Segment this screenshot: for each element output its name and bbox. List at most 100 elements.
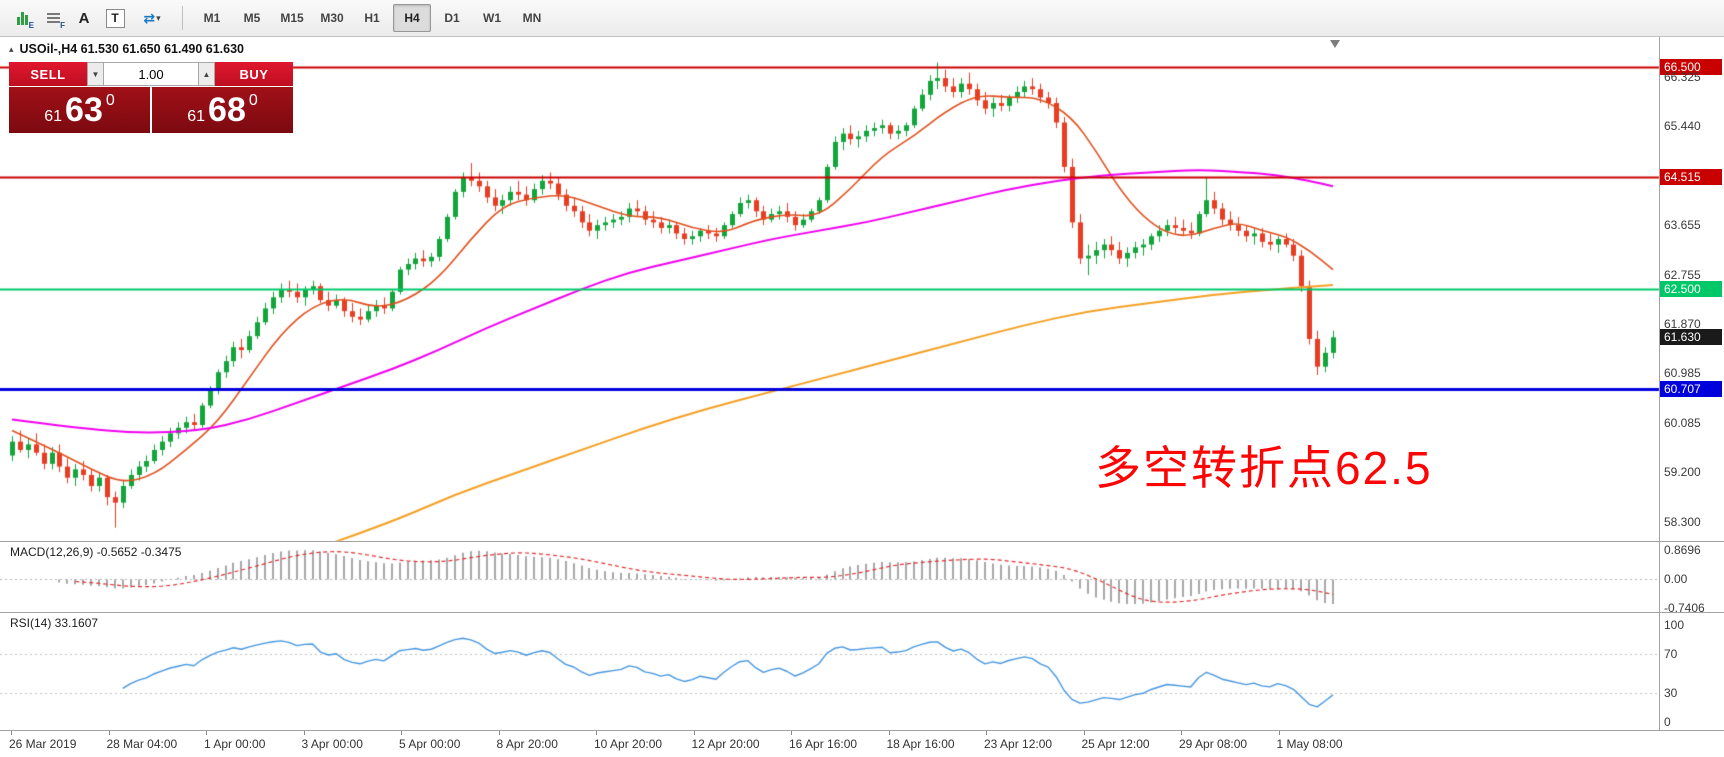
timeframe-w1[interactable]: W1 [483, 11, 501, 25]
rsi-label: RSI(14) 33.1607 [10, 616, 99, 630]
price-axis-separator [1659, 37, 1660, 730]
price-badge-61.630: 61.630 [1660, 329, 1722, 346]
timeframe-mn[interactable]: MN [522, 11, 542, 25]
timeframe-d1[interactable]: D1 [444, 11, 460, 25]
axis-separator [0, 730, 1724, 731]
text-label-tool[interactable]: A [70, 5, 98, 31]
time-tick [1083, 731, 1085, 735]
ask-pip-digit: 0 [248, 92, 258, 109]
buy-button[interactable]: BUY [215, 62, 293, 86]
toolbar-separator [182, 6, 183, 30]
time-tick [206, 731, 207, 735]
chevron-down-icon: ▾ [156, 12, 161, 23]
time-label: 1 Apr 00:00 [204, 737, 266, 751]
time-tick [498, 731, 500, 735]
icon-badge: F [60, 21, 65, 30]
template-list-icon[interactable]: F [39, 5, 67, 31]
one-click-toggle-icon[interactable]: ▴ [9, 43, 14, 54]
time-tick [888, 731, 890, 735]
time-tick [693, 731, 695, 735]
time-tick [303, 731, 305, 735]
list-icon [46, 13, 60, 23]
time-tick [1278, 731, 1280, 735]
time-label: 1 May 08:00 [1276, 737, 1343, 751]
indicators-chart-icon[interactable]: E [8, 5, 36, 31]
time-label: 18 Apr 16:00 [886, 737, 955, 751]
time-tick [11, 731, 12, 735]
time-label: 16 Apr 16:00 [789, 737, 858, 751]
price-label: 65.440 [1664, 118, 1701, 133]
ask-big-digits: 68 [208, 91, 246, 129]
rsi-scale-label: 100 [1664, 618, 1685, 632]
macd-label: MACD(12,26,9) -0.5652 -0.3475 [10, 545, 182, 559]
one-click-trade-panel: SELL ▼ 1.00 ▲ BUY 61 63 0 61 68 0 [9, 62, 293, 133]
macd-scale-label: 0.00 [1664, 572, 1688, 587]
volume-down-button[interactable]: ▼ [87, 62, 104, 86]
text-tool-icon: A [78, 9, 90, 27]
ask-price-panel[interactable]: 61 68 0 [152, 87, 293, 133]
timeframe-m30[interactable]: M30 [320, 11, 344, 25]
volume-input[interactable]: 1.00 [104, 62, 198, 86]
timeframe-m5[interactable]: M5 [243, 11, 261, 25]
bid-pip-digit: 0 [105, 92, 115, 109]
bid-big-digits: 63 [65, 91, 103, 129]
icon-badge: E [28, 21, 34, 30]
chart-annotation: 多空转折点62.5 [1095, 442, 1433, 494]
price-label: 59.200 [1664, 465, 1701, 480]
timeframe-m1[interactable]: M1 [203, 11, 221, 25]
arrows-icon: ⇄ [143, 9, 156, 26]
price-label: 58.300 [1664, 515, 1701, 530]
rsi-scale-label: 70 [1664, 647, 1678, 662]
pane-separator[interactable] [0, 541, 1724, 542]
timeframe-group: M1 M5 M15 M30 H1 H4 D1 W1 MN [193, 4, 551, 32]
macd-scale-label: 0.8696 [1664, 543, 1701, 557]
time-label: 29 Apr 08:00 [1179, 737, 1248, 751]
rsi-scale-label: 30 [1664, 685, 1678, 700]
price-label: 60.985 [1664, 366, 1701, 381]
time-label: 25 Apr 12:00 [1081, 737, 1150, 751]
price-badge-64.515: 64.515 [1660, 169, 1722, 186]
chart-shift-marker-icon[interactable] [1330, 40, 1340, 48]
time-label: 28 Mar 04:00 [106, 737, 178, 751]
pane-separator[interactable] [0, 612, 1724, 613]
bid-prefix: 61 [44, 108, 63, 125]
time-label: 23 Apr 12:00 [984, 737, 1053, 751]
arrows-tool[interactable]: ⇄ ▾ [132, 5, 172, 31]
volume-up-button[interactable]: ▲ [198, 62, 215, 86]
time-label: 8 Apr 20:00 [496, 737, 558, 751]
time-label: 12 Apr 20:00 [691, 737, 760, 751]
price-label: 61.870 [1664, 316, 1701, 331]
time-label: 5 Apr 00:00 [399, 737, 461, 751]
time-label: 10 Apr 20:00 [594, 737, 663, 751]
time-tick [1181, 731, 1182, 735]
sell-button[interactable]: SELL [9, 62, 87, 86]
time-tick [108, 731, 110, 735]
chart-title: USOil-,H4 61.530 61.650 61.490 61.630 [19, 42, 245, 56]
price-axis[interactable]: 66.500 66.325 65.440 64.515 63.655 62.755 62.5… [1659, 0, 1724, 757]
time-tick [401, 731, 402, 735]
timeframe-h4[interactable]: H4 [393, 4, 431, 32]
price-badge-62.500: 62.500 [1660, 281, 1722, 297]
timeframe-m15[interactable]: M15 [280, 11, 304, 25]
toolbar: E F A T ⇄ ▾ M1 M5 M15 M30 H1 H4 D1 W1 MN [0, 0, 1724, 37]
time-axis[interactable]: 26 Mar 2019 28 Mar 04:00 1 Apr 00:00 3 Apr … [0, 731, 1724, 757]
time-tick [986, 731, 987, 735]
bar-chart-icon [16, 11, 28, 25]
price-label: 63.655 [1664, 217, 1701, 232]
textbox-tool-icon: T [105, 8, 125, 28]
time-tick [791, 731, 792, 735]
ask-prefix: 61 [187, 108, 206, 125]
chart-header: ▴ USOil-,H4 61.530 61.650 61.490 61.630 [9, 42, 244, 56]
text-box-tool[interactable]: T [101, 5, 129, 31]
macd-scale-label: -0.7406 [1664, 601, 1705, 615]
time-label: 3 Apr 00:00 [301, 737, 363, 751]
rsi-scale-label: 0 [1664, 715, 1671, 729]
time-tick [596, 731, 597, 735]
price-label: 62.755 [1664, 267, 1701, 282]
chart-area[interactable] [0, 37, 1659, 730]
timeframe-h1[interactable]: H1 [364, 11, 380, 25]
price-label: 60.085 [1664, 416, 1701, 431]
price-badge-66.500: 66.500 [1660, 59, 1722, 75]
bid-price-panel[interactable]: 61 63 0 [9, 87, 150, 133]
